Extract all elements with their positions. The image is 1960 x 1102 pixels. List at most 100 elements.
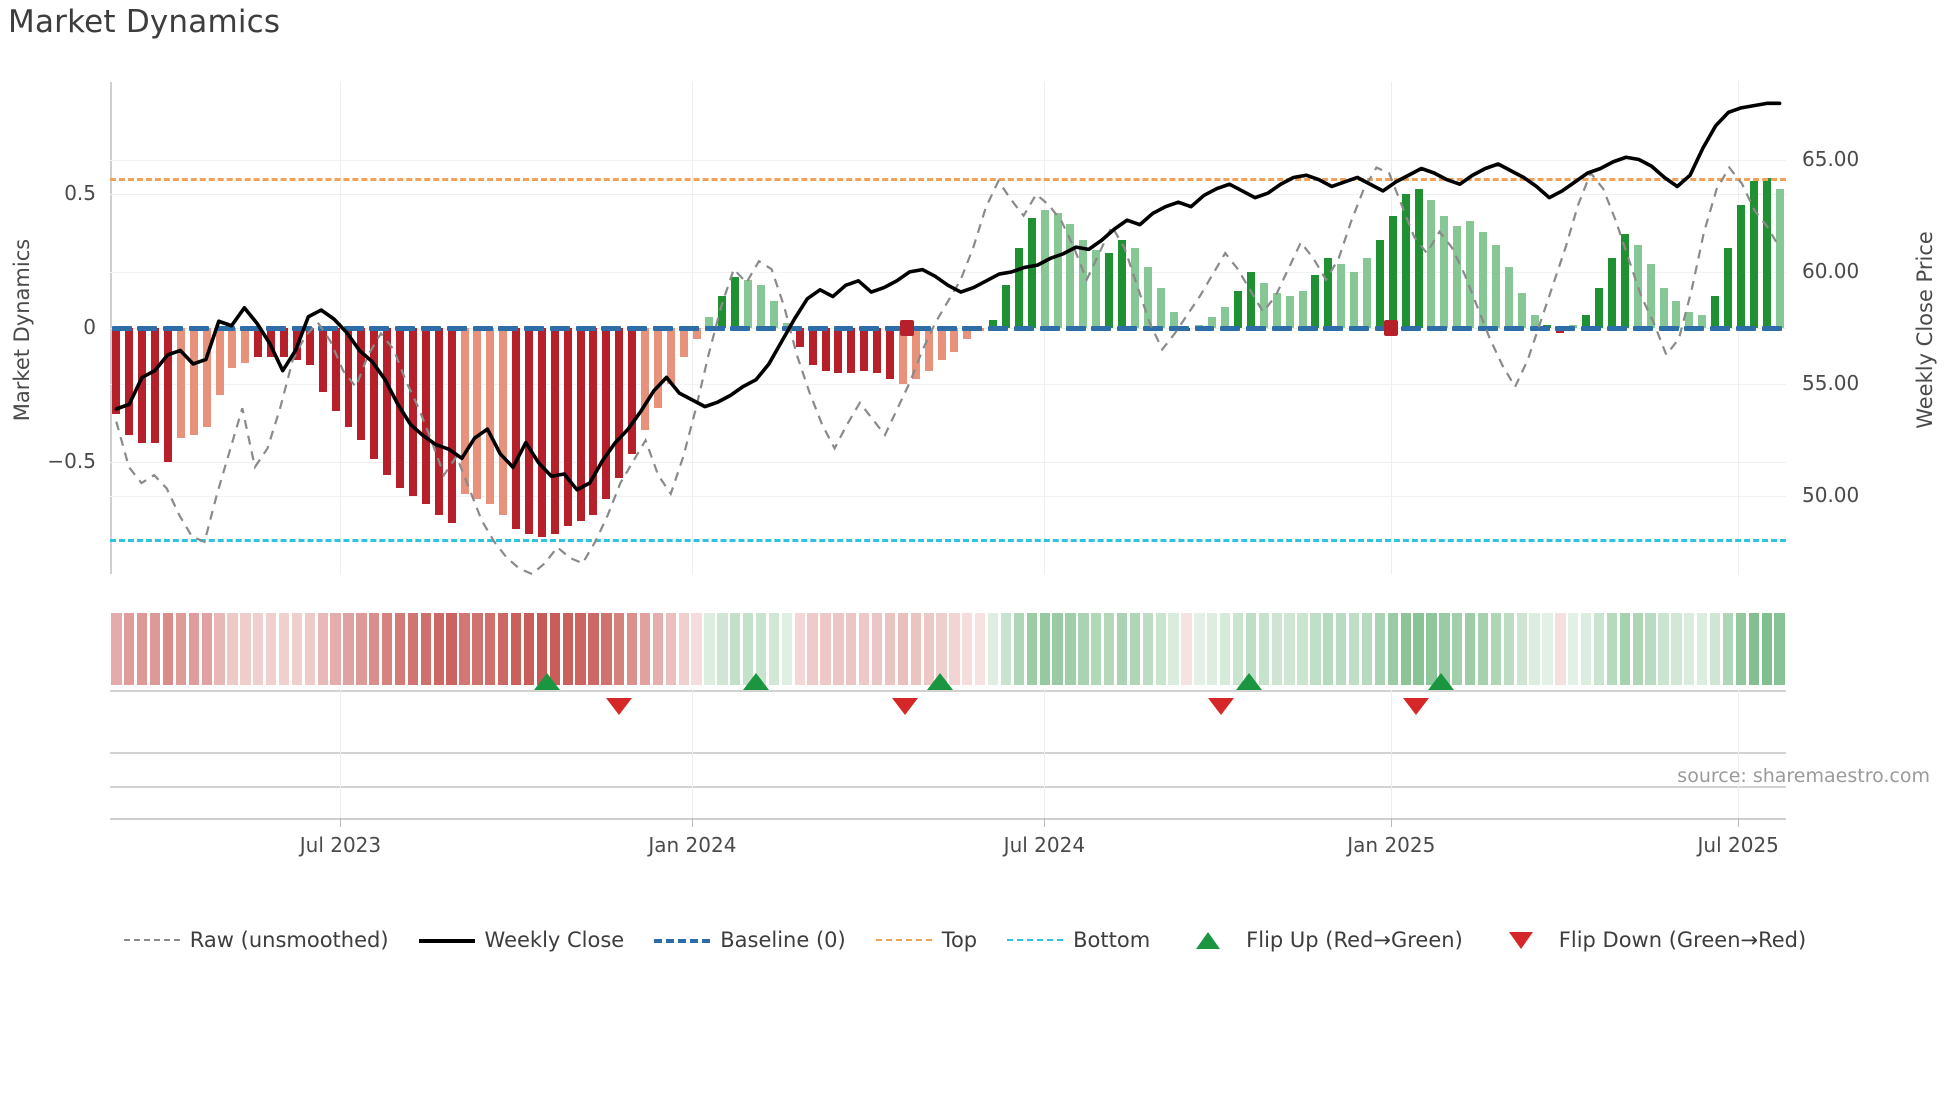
- legend-item[interactable]: Flip Up (Red→Green): [1180, 928, 1463, 952]
- heat-cell: [149, 613, 161, 685]
- heat-cell: [1065, 613, 1076, 685]
- bar: [860, 328, 869, 371]
- baseline-dash-segment: [601, 325, 622, 331]
- bar: [924, 328, 933, 371]
- flip-down-marker[interactable]: [1402, 698, 1429, 715]
- x-tick-mark: [1738, 818, 1740, 827]
- bar: [602, 328, 611, 500]
- heat-cell: [1207, 613, 1218, 685]
- flip-band-gridline: [110, 786, 1786, 788]
- baseline-dash-segment: [653, 325, 673, 331]
- heat-cell: [743, 613, 754, 685]
- flip-up-marker[interactable]: [1235, 673, 1262, 690]
- legend-item[interactable]: Baseline (0): [654, 928, 846, 952]
- baseline-dash-segment: [317, 325, 338, 331]
- chart-legend: Raw (unsmoothed) Weekly Close Baseline (0)…: [0, 928, 1960, 952]
- flip-up-marker[interactable]: [743, 673, 770, 690]
- legend-item[interactable]: Raw (unsmoothed): [123, 928, 389, 952]
- heat-cell: [1232, 613, 1244, 685]
- baseline-dash-segment: [498, 325, 519, 331]
- baseline-dash-segment: [420, 325, 441, 331]
- bar: [1466, 221, 1475, 328]
- heat-cell: [1297, 613, 1308, 685]
- flip-down-marker[interactable]: [1208, 698, 1235, 715]
- heat-cell: [137, 613, 148, 685]
- bar: [1775, 188, 1784, 328]
- baseline-dash-segment: [627, 325, 648, 331]
- bar: [1375, 239, 1384, 328]
- heat-cell: [1142, 613, 1153, 685]
- baseline-dash-segment: [1684, 325, 1705, 331]
- flip-up-marker[interactable]: [1427, 673, 1454, 690]
- baseline-dash-segment: [1168, 325, 1189, 331]
- bar: [1027, 218, 1036, 328]
- legend-item[interactable]: Flip Down (Green→Red): [1493, 928, 1806, 952]
- heat-cell: [975, 613, 986, 685]
- heat-cell: [510, 613, 522, 685]
- heat-cell: [1336, 613, 1347, 685]
- baseline-dash-segment: [292, 325, 312, 331]
- baseline-dash-segment: [549, 325, 570, 331]
- y-tick-label-left: 0.5: [64, 181, 96, 206]
- heat-cell: [420, 613, 432, 685]
- legend-item[interactable]: Bottom: [1007, 928, 1150, 952]
- bar: [873, 328, 882, 374]
- bar: [885, 328, 894, 379]
- baseline-dash-segment: [446, 325, 467, 331]
- bar: [138, 328, 147, 443]
- heat-cell: [1387, 613, 1398, 685]
- flip-up-marker[interactable]: [533, 673, 560, 690]
- flip-up-marker[interactable]: [927, 673, 954, 690]
- heat-cell: [910, 613, 921, 685]
- source-note: source: sharemaestro.com: [1677, 765, 1930, 787]
- heat-cell: [1103, 613, 1115, 685]
- bar: [1582, 314, 1591, 328]
- flip-down-bar-marker: [899, 320, 914, 336]
- heat-cell: [1490, 613, 1502, 685]
- heat-cell: [111, 613, 122, 685]
- baseline-dash-segment: [1220, 325, 1241, 331]
- bottom-reference-line: [110, 539, 1786, 543]
- heat-cell: [1220, 613, 1231, 685]
- baseline-dash-segment: [1065, 325, 1086, 331]
- heat-cell: [291, 613, 303, 685]
- heat-cell: [614, 613, 625, 685]
- legend-item[interactable]: Weekly Close: [418, 928, 624, 952]
- baseline-dash-segment: [1271, 325, 1292, 331]
- bar: [228, 328, 237, 369]
- bar: [305, 328, 314, 366]
- heat-cell: [330, 613, 341, 685]
- page-title: Market Dynamics: [8, 4, 281, 40]
- bar: [1736, 205, 1745, 328]
- bar: [1130, 247, 1139, 328]
- baseline-dash-segment: [885, 325, 906, 331]
- bar: [1337, 263, 1346, 328]
- bar: [1040, 210, 1049, 328]
- bar: [280, 328, 289, 358]
- bar: [512, 328, 521, 529]
- bar: [537, 328, 546, 537]
- bar: [1517, 293, 1526, 328]
- x-tick-mark: [340, 818, 342, 827]
- bar: [1324, 258, 1333, 328]
- bar: [744, 279, 753, 328]
- legend-item[interactable]: Top: [875, 928, 977, 952]
- bar: [357, 328, 366, 441]
- legend-swatch-icon: [1007, 939, 1064, 941]
- x-tick-mark: [1044, 818, 1046, 827]
- legend-swatch: [654, 932, 711, 948]
- heat-cell: [1697, 613, 1708, 685]
- baseline-dash-segment: [962, 325, 983, 331]
- baseline-dash-segment: [1142, 325, 1163, 331]
- heat-cell: [820, 613, 831, 685]
- baseline-dash-segment: [575, 325, 596, 331]
- baseline-dash-segment: [1297, 325, 1318, 331]
- legend-swatch-icon: [875, 939, 932, 941]
- bar: [1723, 247, 1732, 328]
- flip-down-marker[interactable]: [892, 698, 919, 715]
- bar: [331, 328, 340, 411]
- baseline-dash-segment: [266, 325, 287, 331]
- heat-cell: [536, 613, 548, 685]
- flip-down-marker[interactable]: [605, 698, 632, 715]
- flip-band-gridline-x: [1391, 690, 1393, 820]
